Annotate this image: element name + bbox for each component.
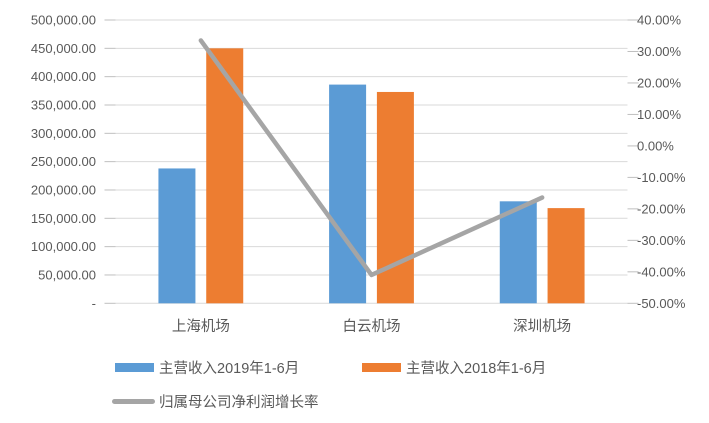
left-axis-label: 50,000.00 [38,267,96,282]
legend-label-revenue-2019: 主营收入2019年1-6月 [159,361,300,377]
bar-revenue-2019-h1-baiyun-airport [329,84,367,304]
right-axis-label: 30.00% [637,44,682,59]
left-axis-label: 500,000.00 [31,13,96,28]
category-label-shanghai-airport: 上海机场 [172,318,230,335]
bar-revenue-2018-h1-shanghai-airport [206,48,244,304]
left-axis-label: 450,000.00 [31,41,96,56]
legend-item-net-profit-growth: 归属母公司净利润增长率 [112,392,319,411]
legend-swatch-revenue-2019 [115,363,154,372]
bar-revenue-2019-h1-shanghai-airport [158,168,196,304]
right-axis-label: -50.00% [637,296,686,311]
left-axis-label: - [92,296,96,311]
left-axis-label: 100,000.00 [31,239,96,254]
right-axis-label: 0.00% [637,138,674,153]
left-axis-label: 200,000.00 [31,182,96,197]
category-label-shenzhen-airport: 深圳机场 [513,318,571,335]
right-axis-label: -20.00% [637,201,686,216]
right-axis-label: -40.00% [637,264,686,279]
bar-revenue-2019-h1-shenzhen-airport [499,201,537,304]
left-axis-label: 250,000.00 [31,154,96,169]
legend-item-revenue-2019: 主营收入2019年1-6月 [115,358,299,377]
line-net-profit-growth [198,38,545,278]
left-axis-label: 300,000.00 [31,126,96,141]
category-label-baiyun-airport: 白云机场 [343,318,401,335]
legend-label-revenue-2018: 主营收入2018年1-6月 [406,361,547,377]
legend-swatch-net-profit-growth [112,399,155,404]
right-axis-label: -30.00% [637,233,686,248]
left-axis-label: 400,000.00 [31,69,96,84]
legend-swatch-revenue-2018 [362,363,401,372]
bar-revenue-2018-h1-shenzhen-airport [547,208,585,304]
right-axis-label: 20.00% [637,75,682,90]
left-axis-label: 150,000.00 [31,211,96,226]
legend-item-revenue-2018: 主营收入2018年1-6月 [362,358,546,377]
plot-area: 500,000.00 450,000.00 400,000.00 350,000.00… [31,13,686,336]
right-axis-label: 40.00% [637,13,682,28]
legend-label-net-profit-growth: 归属母公司净利润增长率 [159,395,319,411]
right-axis-label: -10.00% [637,170,686,185]
left-axis-label: 350,000.00 [31,97,96,112]
right-axis-label: 10.00% [637,107,682,122]
